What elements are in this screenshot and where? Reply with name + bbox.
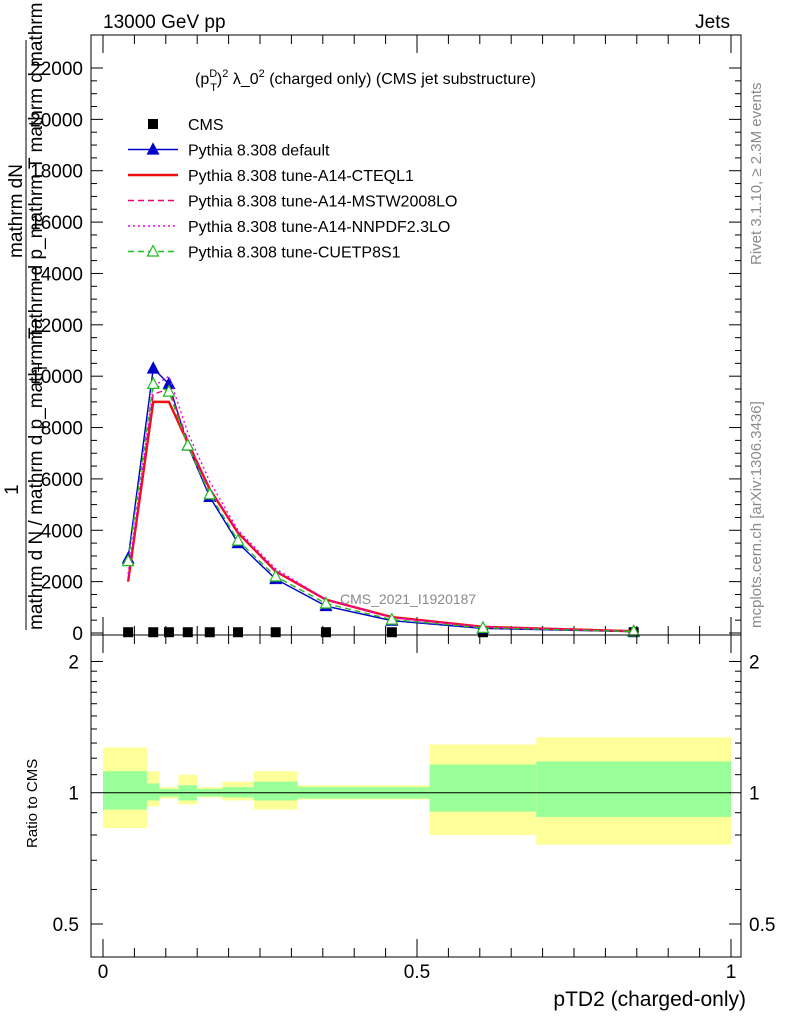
y-tick-label: 6000 (41, 470, 83, 491)
plot-title-close: ) (217, 71, 222, 88)
legend-item: Pythia 8.308 tune-A14-CTEQL1 (128, 168, 414, 185)
legend-marker (146, 244, 160, 257)
ratio-x-tick-label: 0.5 (404, 962, 430, 983)
legend-label: Pythia 8.308 tune-CUETP8S1 (188, 245, 401, 262)
ratio-band-inner (536, 761, 731, 817)
y-tick-label: 2000 (41, 573, 83, 594)
plot-title-sup-2b: 2 (259, 68, 265, 80)
series-marker (146, 361, 160, 374)
ratio-band-inner (429, 764, 537, 812)
legend-item: Pythia 8.308 default (128, 142, 330, 160)
series-marker (627, 624, 641, 637)
y-tick-label: 14000 (30, 264, 83, 285)
legend-item: Pythia 8.308 tune-A14-MSTW2008LO (128, 194, 457, 211)
series-marker (203, 487, 217, 500)
watermark: CMS_2021_I1920187 (340, 591, 476, 607)
y-tick-label: 20000 (30, 110, 83, 131)
ratio-y-tick-label-right: 0.5 (749, 915, 775, 936)
ratio-x-label: pTD2 (charged-only) (553, 988, 746, 1011)
ylabel-numerator: mathrm dN (6, 164, 27, 258)
cms-data-point (163, 627, 174, 638)
ratio-x-tick-label: 1 (726, 962, 737, 983)
plot-title-sub-t: T (210, 82, 217, 94)
ylabel-denominator-t: T (35, 364, 50, 372)
series-marker (181, 438, 195, 451)
legend-marker (146, 142, 160, 155)
series-line (127, 388, 634, 633)
plot-title-lambda: λ_0 (228, 71, 258, 88)
cms-data-point (386, 627, 397, 638)
ratio-y-tick-label: 2 (68, 652, 79, 673)
cms-data-point (123, 627, 134, 638)
legend-marker (148, 119, 158, 129)
ratio-bands (103, 737, 731, 845)
ratio-y-tick-label: 1 (68, 784, 79, 805)
legend-label: Pythia 8.308 tune-A14-NNPDF2.3LO (188, 219, 450, 236)
series-marker (385, 612, 399, 625)
series-marker (319, 596, 333, 609)
ratio-band-inner (103, 771, 147, 810)
side-text-mcplots: mcplots.cern.ch [arXiv:1306.3436] (748, 401, 765, 628)
ratio-y-tick-label: 0.5 (53, 915, 79, 936)
ratio-y-label: Ratio to CMS (24, 759, 41, 848)
ratio-band-inner (146, 783, 160, 801)
series-layer (121, 361, 641, 638)
series-marker (121, 553, 135, 567)
series-marker (146, 376, 160, 389)
y-tick-label: 16000 (30, 213, 83, 234)
series-marker (476, 620, 490, 633)
cms-data-point (182, 627, 193, 638)
header-left: 13000 GeV pp (103, 12, 226, 33)
cms-data-point (270, 627, 281, 638)
y-tick-label: 12000 (30, 316, 83, 337)
legend-label: Pythia 8.308 tune-A14-MSTW2008LO (188, 194, 457, 211)
series-marker (231, 533, 245, 546)
ratio-y-tick-label-right: 2 (749, 652, 760, 673)
series-pythia-8-308-tune-cuetp8s1 (121, 376, 641, 637)
ylabel-numerator-overflow: mathrm d p_mathrm T mathrm d mathrm lamb… (26, 0, 47, 345)
ratio-band-inner (253, 781, 298, 801)
cms-data-point (320, 627, 331, 638)
y-tick-label: 4000 (41, 521, 83, 542)
plot-title-open: (p (195, 71, 209, 88)
ylabel-one: 1 (2, 484, 23, 495)
legend-label: CMS (188, 117, 224, 134)
ratio-plot-frame (90, 634, 742, 958)
y-tick-label: 22000 (30, 59, 83, 80)
cms-data-point (148, 627, 159, 638)
cms-data-point (204, 627, 215, 638)
series-marker (269, 569, 283, 582)
ylabel-denominator: mathrm d N / mathrm d p_mathrm T (26, 327, 47, 630)
plot-title-sup-2: 2 (222, 68, 228, 80)
plot-title-sup-d: D (209, 68, 217, 80)
series-marker (162, 384, 176, 397)
main-y-axis: 0 2000 4000 6000 8000 10000 12000 14000 16000 180… (30, 59, 741, 645)
ratio-x-tick-label: 0 (98, 962, 109, 983)
main-y-label: mathrm dN mathrm d p_mathrm T mathrm d m… (2, 0, 50, 630)
y-tick-label: 18000 (30, 162, 83, 183)
plot-title: (pD T)2 λ_02 (charged only) (CMS jet subs… (195, 68, 536, 94)
ratio-x-axis: 0 0.5 1 (98, 635, 737, 983)
legend: CMS Pythia 8.308 default Pythia 8.308 tune… (128, 117, 457, 262)
series-line (127, 375, 634, 633)
legend-item: Pythia 8.308 tune-A14-NNPDF2.3LO (128, 219, 450, 236)
y-tick-label: 8000 (41, 419, 83, 440)
legend-item: Pythia 8.308 tune-CUETP8S1 (128, 244, 401, 262)
y-tick-label: 0 (72, 624, 83, 645)
ratio-y-axis: 0.5 0.5 1 1 2 2 (53, 652, 776, 936)
series-pythia-8-308-tune-a14-nnpdf2-3lo (127, 375, 634, 633)
plot-title-tail: (charged only) (CMS jet substructure) (265, 71, 536, 88)
ratio-y-tick-label-right: 1 (749, 784, 760, 805)
side-text-rivet: Rivet 3.1.10, ≥ 2.3M events (748, 83, 765, 266)
series-pythia-8-308-tune-a14-mstw2008lo (127, 388, 634, 633)
y-tick-label: 10000 (30, 367, 83, 388)
cms-data-point (233, 627, 244, 638)
header-right: Jets (695, 12, 730, 33)
legend-label: Pythia 8.308 default (188, 143, 330, 160)
legend-item: CMS (148, 117, 224, 134)
legend-label: Pythia 8.308 tune-A14-CTEQL1 (188, 168, 414, 185)
